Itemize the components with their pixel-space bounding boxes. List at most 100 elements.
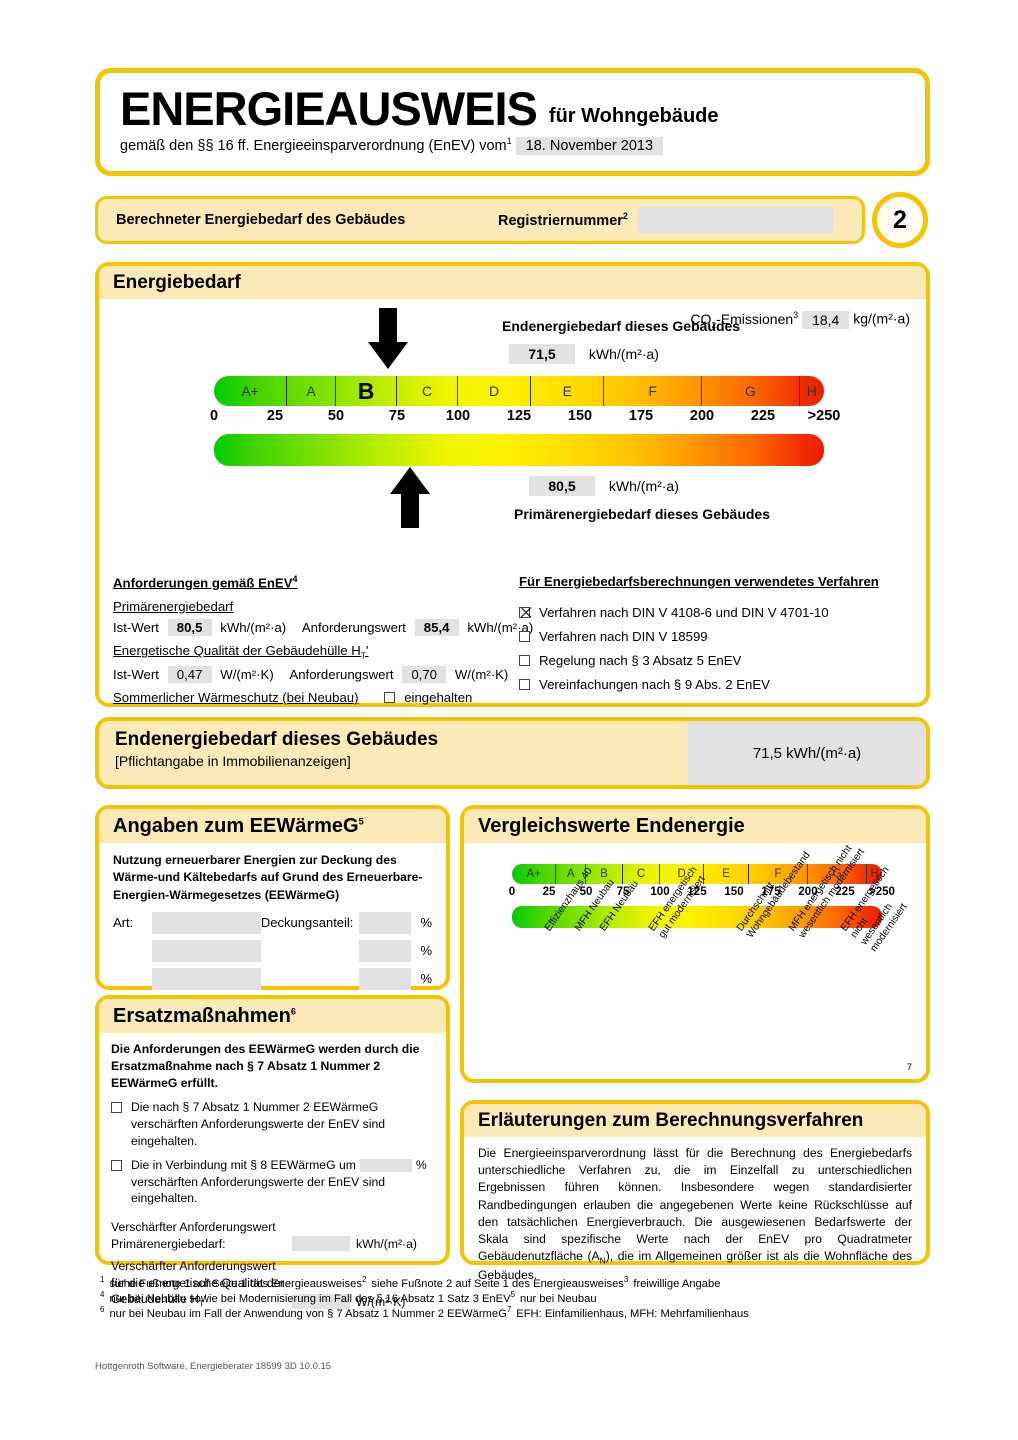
footnote-text-7: EFH: Einfamilienhaus, MFH: Mehrfamilienh… [516, 1308, 749, 1320]
verfahren-option-4-checkbox[interactable] [519, 679, 530, 690]
eewaermeg-art-field-3[interactable] [151, 967, 261, 990]
ersatzmassnahmen-header-text: Ersatzmaßnahmen [113, 1005, 291, 1027]
vergleich-tick-75: 75 [616, 886, 630, 898]
ersatz-option-2-checkbox[interactable] [111, 1159, 122, 1171]
footnote-text-6: nur bei Neubau im Fall der Anwendung von… [109, 1308, 507, 1320]
footnote-number-4: 4 [100, 1290, 105, 1299]
ersatz-verschaerfter-huelle-field[interactable] [292, 1293, 350, 1309]
endenergiebedarf-strip-subtitle: [Pflichtangabe in Immobilienanzeigen] [115, 753, 351, 769]
verfahren-list: Verfahren nach DIN V 4108-6 und DIN V 47… [519, 605, 919, 692]
ersatz-option-2-pre: Die in Verbindung mit § 8 EEWärmeG um [131, 1157, 356, 1172]
ersatzmassnahmen-option-2[interactable]: Die in Verbindung mit § 8 EEWärmeG um% v… [99, 1150, 446, 1207]
anforderungen-column: Anforderungen gemäß EnEV4 Primärenergieb… [113, 574, 533, 712]
ersatz-verschaerfter-prim-unit: kWh/(m²·a) [356, 1236, 417, 1251]
ht-prime: ' [366, 643, 369, 659]
eewaermeg-percent-sign-3: % [420, 971, 432, 987]
footnote-number-6: 6 [100, 1305, 105, 1314]
footnote-5: 5 nur bei Neubau [511, 1290, 597, 1305]
eewaermeg-row-1: Art: Deckungsanteil:% [113, 911, 432, 934]
ersatz-verschaerfter-huelle-label: Verschärfter Anforderungswert für die en… [111, 1258, 292, 1310]
verfahren-option-3-checkbox[interactable] [519, 655, 530, 666]
primaerenergie-label: Primärenergiebedarf dieses Gebäudes [514, 506, 770, 522]
sommerlicher-waermeschutz-checkbox[interactable] [384, 692, 396, 704]
footnote-row-1: 1 siehe Fußnote 1 auf Seite 1 des Energie… [100, 1275, 930, 1290]
register-strip: Berechneter Energiebedarf des Gebäudes R… [95, 196, 865, 244]
eewaermeg-header: Angaben zum EEWärmeG5 [99, 809, 446, 843]
vergleichswerte-scale-graphic: A+ A B C D E F G H 0 25 50 75 100 125 150 175 200 225 >250 [464, 864, 926, 934]
sommerlicher-waermeschutz-row: Sommerlicher Wärmeschutz (bei Neubau) ei… [113, 690, 523, 705]
register-number-text: Registriernummer [498, 212, 623, 229]
vergleich-tick-125: 125 [687, 886, 707, 898]
primaerenergie-subheader: Primärenergiebedarf [113, 599, 234, 615]
anforderungen-header: Anforderungen gemäß EnEV4 [113, 574, 523, 590]
ersatz-verschaerfter-prim-label: Verschärfter Anforderungswert Primärener… [111, 1220, 276, 1251]
primaerenergie-unit: kWh/(m²·a) [608, 478, 679, 494]
sommerlicher-waermeschutz-checkbox-label: eingehalten [404, 690, 473, 706]
eewaermeg-row-3: % [113, 967, 432, 990]
register-number-field[interactable] [637, 207, 833, 233]
co2-subscript: 2 [711, 319, 717, 330]
verfahren-option-4[interactable]: Vereinfachungen nach § 9 Abs. 2 EnEV [519, 677, 919, 692]
scale-tick-200: 200 [689, 408, 715, 424]
vergleich-class-B: B [586, 864, 623, 884]
eewaermeg-deckung-label-1: Deckungsanteil: [260, 915, 354, 931]
vergleichswerte-section: Vergleichswerte Endenergie A+ A B C D E F G H 0 2… [460, 805, 930, 1083]
primaerenergie-anf-value: 85,4 [414, 619, 459, 637]
vergleich-tick-225: 225 [835, 886, 855, 898]
eewaermeg-deckung-field-2[interactable] [359, 939, 412, 962]
verfahren-option-2-checkbox[interactable] [519, 631, 530, 642]
vergleich-class-H: H [870, 868, 879, 880]
vergleich-tick-0: 0 [508, 886, 516, 898]
ersatz-option-2-percent-field[interactable] [359, 1159, 412, 1172]
verfahren-option-1[interactable]: Verfahren nach DIN V 4108-6 und DIN V 47… [519, 605, 919, 620]
scale-tick-0: 0 [209, 408, 219, 424]
energy-class-bands: A+ A B C D E F G H [214, 376, 824, 406]
ersatzmassnahmen-option-1[interactable]: Die nach § 7 Absatz 1 Nummer 2 EEWärmeG … [99, 1092, 446, 1149]
vergleich-tick-100: 100 [650, 886, 670, 898]
ersatz-verschaerfter-huelle-row: Verschärfter Anforderungswert für die en… [99, 1252, 446, 1310]
primaerenergie-value: 80,5 [529, 476, 595, 496]
footnote-ref-5: 5 [358, 816, 364, 827]
primaerenergie-ist-value: 80,5 [167, 619, 212, 637]
verfahren-option-3[interactable]: Regelung nach § 3 Absatz 5 EnEV [519, 653, 919, 668]
vergleichswerte-header: Vergleichswerte Endenergie [464, 809, 926, 843]
primaerenergie-arrow-up-icon [390, 467, 431, 528]
eewaermeg-deckung-field-3[interactable] [359, 967, 412, 990]
footnote-row-3: 6 nur bei Neubau im Fall der Anwendung vo… [100, 1305, 930, 1320]
scale-tick-gt250: >250 [807, 408, 841, 424]
eewaermeg-art-field-2[interactable] [151, 939, 261, 962]
energy-scale-bar-top [214, 376, 824, 406]
verfahren-option-2[interactable]: Verfahren nach DIN V 18599 [519, 629, 919, 644]
footnote-number-7: 7 [506, 1305, 512, 1314]
an-subscript: N [599, 1255, 606, 1266]
energy-scale-bar-bottom [214, 434, 824, 466]
energiebedarf-header: Energiebedarf [99, 266, 926, 299]
eewaermeg-description: Nutzung erneuerbarer Energien zur Deckun… [113, 853, 423, 902]
ersatz-option-1-checkbox[interactable] [111, 1102, 122, 1114]
gebaeudehuelle-anf-unit: W/(m²·K) [454, 667, 509, 683]
energy-class-B: B [336, 376, 397, 406]
gebaeudehuelle-anf-value: 0,70 [402, 666, 447, 684]
vergleich-class-A: A [556, 864, 586, 884]
eewaermeg-deckung-field-1[interactable] [359, 911, 412, 934]
register-heading: Berechneter Energiebedarf des Gebäudes [116, 212, 406, 228]
software-credit: Hottgenroth Software, Energieberater 185… [95, 1361, 332, 1372]
eewaermeg-header-text: Angaben zum EEWärmeG [113, 815, 359, 837]
footnote-ref-2: 2 [622, 211, 628, 222]
ersatz-option-2-percent-sign: % [415, 1157, 427, 1172]
ersatz-ht-subscript: T [199, 1298, 205, 1309]
eewaermeg-art-field-1[interactable] [151, 911, 261, 934]
endenergie-arrow-down-icon [368, 308, 409, 369]
vergleich-class-C: C [623, 864, 660, 884]
vergleich-scale-bar-top [512, 864, 882, 884]
ersatz-option-2-post: verschärften Anforderungswerte der EnEV … [131, 1174, 386, 1206]
vergleich-class-Aplus: A+ [512, 864, 557, 884]
verfahren-option-1-checkbox[interactable] [519, 607, 530, 618]
scale-tick-150: 150 [567, 408, 593, 424]
energy-class-Aplus: A+ [214, 376, 288, 406]
vergleich-class-G: G [808, 864, 868, 884]
primaerenergie-anf-unit: kWh/(m²·a) [467, 620, 534, 636]
ersatz-verschaerfter-prim-field[interactable] [292, 1236, 350, 1252]
endenergie-value: 71,5 [509, 344, 575, 364]
erlaeuterungen-section: Erläuterungen zum Berechnungsverfahren D… [460, 1100, 930, 1282]
